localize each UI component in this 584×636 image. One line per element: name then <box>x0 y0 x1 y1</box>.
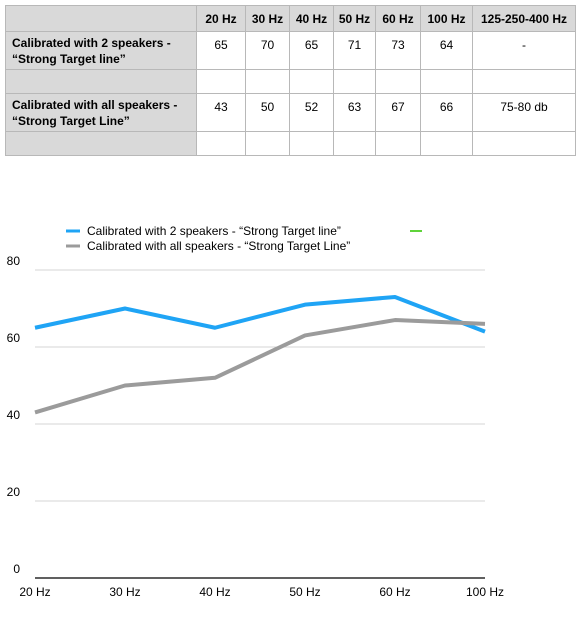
table-cell: 75-80 db <box>472 93 576 132</box>
table-cell-empty <box>196 69 246 94</box>
table-cell: 73 <box>375 31 421 70</box>
y-tick-label: 20 <box>7 485 21 499</box>
row-label-empty <box>5 131 197 156</box>
row-label-line: “Strong Target line” <box>12 51 126 66</box>
x-tick-label: 30 Hz <box>109 585 140 599</box>
x-tick-label: 100 Hz <box>466 585 504 599</box>
table-cell: - <box>472 31 576 70</box>
table-cell-empty <box>420 131 473 156</box>
table-cell: 63 <box>333 93 376 132</box>
y-tick-label: 40 <box>7 408 21 422</box>
table-cell: 71 <box>333 31 376 70</box>
y-tick-label: 80 <box>7 254 21 268</box>
table-cell-empty <box>245 131 290 156</box>
series-line-2 <box>34 318 486 415</box>
row-label-line: Calibrated with all speakers - <box>12 97 178 112</box>
x-tick-label: 50 Hz <box>289 585 320 599</box>
table-corner-cell <box>5 5 197 32</box>
row-label-line: Calibrated with 2 speakers - <box>12 35 171 50</box>
row-label-empty <box>5 69 197 94</box>
col-30hz: 30 Hz <box>245 5 290 32</box>
table-row-empty <box>5 69 576 94</box>
y-tick-label: 60 <box>7 331 21 345</box>
x-tick-label: 40 Hz <box>199 585 230 599</box>
table-cell: 50 <box>245 93 290 132</box>
table-row: Calibrated with all speakers - “Strong T… <box>5 93 576 132</box>
table-cell: 52 <box>289 93 334 132</box>
series-line-1 <box>34 294 486 334</box>
table-cell: 65 <box>196 31 246 70</box>
col-125-250-400hz: 125-250-400 Hz <box>472 5 576 32</box>
table-cell-empty <box>333 131 376 156</box>
table-header-row: 20 Hz 30 Hz 40 Hz 50 Hz 60 Hz 100 Hz 125… <box>5 5 576 32</box>
table-row: Calibrated with 2 speakers - “Strong Tar… <box>5 31 576 70</box>
table-cell-empty <box>472 131 576 156</box>
table-row-empty <box>5 131 576 156</box>
table-cell: 66 <box>420 93 473 132</box>
y-tick-label: 0 <box>13 562 20 576</box>
x-tick-label: 60 Hz <box>379 585 410 599</box>
table-cell-empty <box>375 131 421 156</box>
table-cell: 67 <box>375 93 421 132</box>
x-tick-label: 20 Hz <box>19 585 50 599</box>
legend-label: Calibrated with all speakers - “Strong T… <box>87 239 350 253</box>
row-label-line: “Strong Target Line” <box>12 113 130 128</box>
col-100hz: 100 Hz <box>420 5 473 32</box>
legend-label: Calibrated with 2 speakers - “Strong Tar… <box>87 224 341 238</box>
values-table: 20 Hz 30 Hz 40 Hz 50 Hz 60 Hz 100 Hz 125… <box>5 5 576 156</box>
row-label: Calibrated with 2 speakers - “Strong Tar… <box>5 31 197 70</box>
